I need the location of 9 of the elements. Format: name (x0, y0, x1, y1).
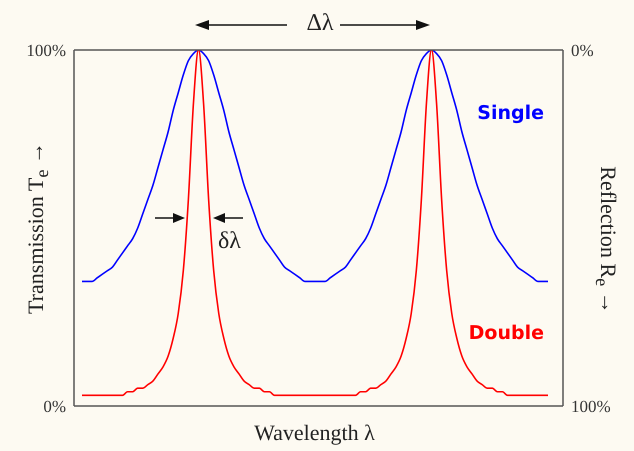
line-series (81, 50, 549, 396)
text: Δλ (305, 10, 335, 37)
y2-tick-label: 0% (571, 41, 594, 60)
annotation: δλ (218, 228, 241, 255)
series-label: Double (468, 322, 544, 344)
y2-tick-label: 100% (571, 397, 611, 416)
line-series (81, 50, 549, 282)
x-axis-title: Wavelength λ (253, 420, 376, 446)
series-label: Single (477, 102, 544, 124)
